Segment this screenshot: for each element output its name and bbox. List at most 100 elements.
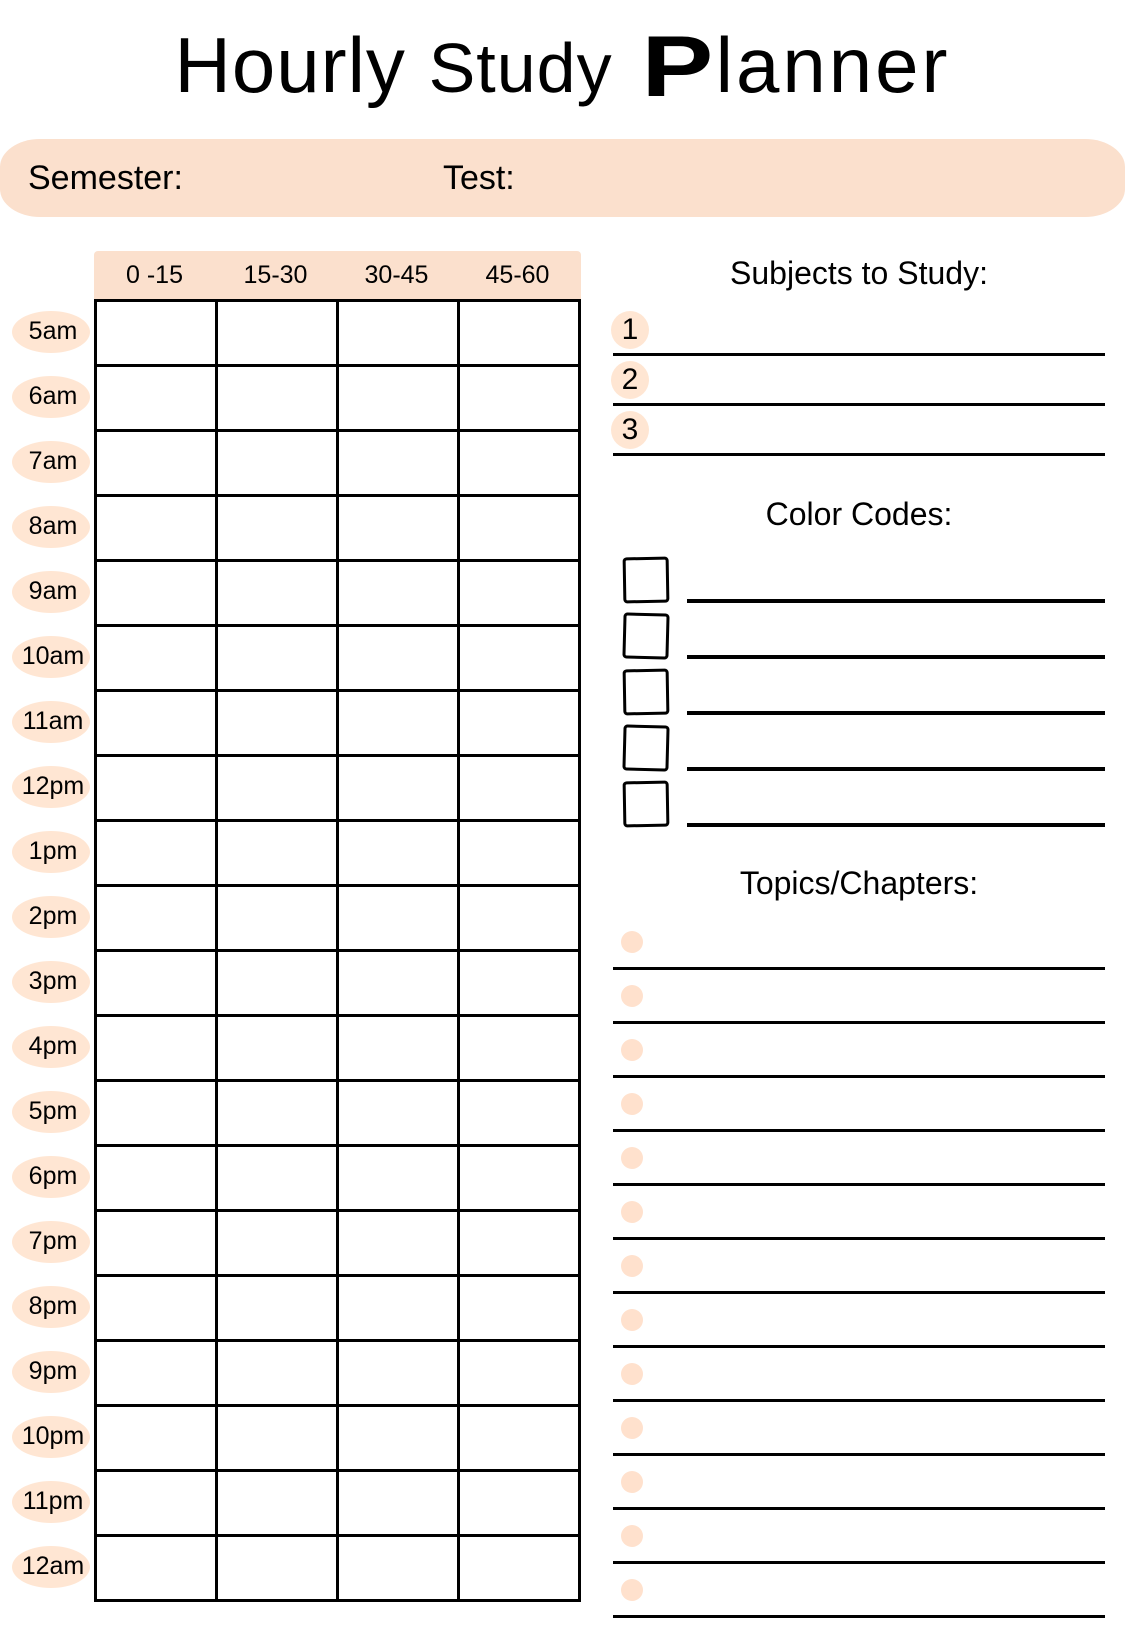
schedule-cell[interactable] bbox=[217, 886, 338, 951]
schedule-cell[interactable] bbox=[217, 1276, 338, 1341]
schedule-cell[interactable] bbox=[217, 1341, 338, 1406]
schedule-cell[interactable] bbox=[459, 756, 580, 821]
schedule-cell[interactable] bbox=[338, 1471, 459, 1536]
schedule-cell[interactable] bbox=[96, 1406, 217, 1471]
schedule-cell[interactable] bbox=[217, 691, 338, 756]
schedule-cell[interactable] bbox=[338, 366, 459, 431]
color-code-row[interactable] bbox=[613, 547, 1105, 603]
schedule-cell[interactable] bbox=[459, 886, 580, 951]
schedule-cell[interactable] bbox=[338, 431, 459, 496]
schedule-cell[interactable] bbox=[338, 561, 459, 626]
schedule-cell[interactable] bbox=[217, 1471, 338, 1536]
schedule-cell[interactable] bbox=[217, 561, 338, 626]
topic-row[interactable] bbox=[613, 1132, 1105, 1186]
color-code-box[interactable] bbox=[622, 612, 669, 659]
schedule-cell[interactable] bbox=[96, 1146, 217, 1211]
schedule-cell[interactable] bbox=[459, 1276, 580, 1341]
schedule-cell[interactable] bbox=[338, 951, 459, 1016]
schedule-cell[interactable] bbox=[338, 1536, 459, 1601]
topic-row[interactable] bbox=[613, 1348, 1105, 1402]
schedule-cell[interactable] bbox=[217, 301, 338, 366]
schedule-cell[interactable] bbox=[459, 1406, 580, 1471]
schedule-cell[interactable] bbox=[459, 366, 580, 431]
color-code-row[interactable] bbox=[613, 603, 1105, 659]
schedule-cell[interactable] bbox=[217, 1211, 338, 1276]
subject-row[interactable]: 1 bbox=[613, 306, 1105, 356]
schedule-cell[interactable] bbox=[459, 301, 580, 366]
schedule-cell[interactable] bbox=[217, 951, 338, 1016]
color-code-box[interactable] bbox=[623, 781, 670, 828]
color-code-row[interactable] bbox=[613, 659, 1105, 715]
schedule-cell[interactable] bbox=[96, 1211, 217, 1276]
schedule-cell[interactable] bbox=[96, 301, 217, 366]
schedule-cell[interactable] bbox=[96, 1471, 217, 1536]
schedule-cell[interactable] bbox=[217, 821, 338, 886]
schedule-cell[interactable] bbox=[96, 756, 217, 821]
schedule-cell[interactable] bbox=[338, 886, 459, 951]
schedule-cell[interactable] bbox=[96, 561, 217, 626]
schedule-cell[interactable] bbox=[459, 1146, 580, 1211]
schedule-cell[interactable] bbox=[459, 691, 580, 756]
topic-row[interactable] bbox=[613, 1294, 1105, 1348]
schedule-cell[interactable] bbox=[459, 496, 580, 561]
schedule-cell[interactable] bbox=[338, 691, 459, 756]
schedule-cell[interactable] bbox=[217, 1081, 338, 1146]
schedule-cell[interactable] bbox=[217, 1536, 338, 1601]
schedule-cell[interactable] bbox=[96, 1536, 217, 1601]
subject-row[interactable]: 3 bbox=[613, 406, 1105, 456]
schedule-cell[interactable] bbox=[96, 691, 217, 756]
schedule-cell[interactable] bbox=[338, 756, 459, 821]
schedule-cell[interactable] bbox=[459, 561, 580, 626]
schedule-cell[interactable] bbox=[96, 886, 217, 951]
schedule-cell[interactable] bbox=[459, 1081, 580, 1146]
schedule-cell[interactable] bbox=[338, 301, 459, 366]
color-code-box[interactable] bbox=[623, 557, 670, 604]
schedule-cell[interactable] bbox=[96, 1341, 217, 1406]
schedule-cell[interactable] bbox=[459, 951, 580, 1016]
topic-row[interactable] bbox=[613, 1564, 1105, 1618]
topic-row[interactable] bbox=[613, 1240, 1105, 1294]
color-code-box[interactable] bbox=[622, 724, 669, 771]
schedule-cell[interactable] bbox=[96, 1276, 217, 1341]
schedule-cell[interactable] bbox=[96, 1016, 217, 1081]
schedule-cell[interactable] bbox=[338, 496, 459, 561]
schedule-cell[interactable] bbox=[217, 626, 338, 691]
schedule-cell[interactable] bbox=[338, 821, 459, 886]
schedule-cell[interactable] bbox=[459, 821, 580, 886]
schedule-cell[interactable] bbox=[217, 756, 338, 821]
schedule-cell[interactable] bbox=[459, 1016, 580, 1081]
schedule-cell[interactable] bbox=[338, 1146, 459, 1211]
schedule-grid[interactable] bbox=[94, 299, 581, 1602]
color-code-line[interactable] bbox=[687, 629, 1105, 659]
schedule-cell[interactable] bbox=[338, 1406, 459, 1471]
topic-row[interactable] bbox=[613, 1186, 1105, 1240]
subject-row[interactable]: 2 bbox=[613, 356, 1105, 406]
color-code-box[interactable] bbox=[623, 669, 670, 716]
schedule-cell[interactable] bbox=[217, 1146, 338, 1211]
schedule-cell[interactable] bbox=[96, 626, 217, 691]
schedule-cell[interactable] bbox=[217, 366, 338, 431]
schedule-cell[interactable] bbox=[338, 1016, 459, 1081]
schedule-cell[interactable] bbox=[459, 1341, 580, 1406]
schedule-cell[interactable] bbox=[338, 1276, 459, 1341]
schedule-cell[interactable] bbox=[459, 1536, 580, 1601]
schedule-cell[interactable] bbox=[217, 431, 338, 496]
schedule-cell[interactable] bbox=[459, 626, 580, 691]
color-code-line[interactable] bbox=[687, 741, 1105, 771]
schedule-cell[interactable] bbox=[96, 496, 217, 561]
topic-row[interactable] bbox=[613, 916, 1105, 970]
schedule-cell[interactable] bbox=[217, 1016, 338, 1081]
schedule-cell[interactable] bbox=[96, 431, 217, 496]
topic-row[interactable] bbox=[613, 1510, 1105, 1564]
schedule-cell[interactable] bbox=[459, 1211, 580, 1276]
schedule-cell[interactable] bbox=[217, 496, 338, 561]
schedule-cell[interactable] bbox=[338, 1211, 459, 1276]
color-code-row[interactable] bbox=[613, 771, 1105, 827]
color-code-line[interactable] bbox=[687, 573, 1105, 603]
topic-row[interactable] bbox=[613, 1024, 1105, 1078]
topic-row[interactable] bbox=[613, 1078, 1105, 1132]
schedule-cell[interactable] bbox=[96, 1081, 217, 1146]
schedule-cell[interactable] bbox=[96, 951, 217, 1016]
schedule-cell[interactable] bbox=[217, 1406, 338, 1471]
schedule-cell[interactable] bbox=[459, 1471, 580, 1536]
